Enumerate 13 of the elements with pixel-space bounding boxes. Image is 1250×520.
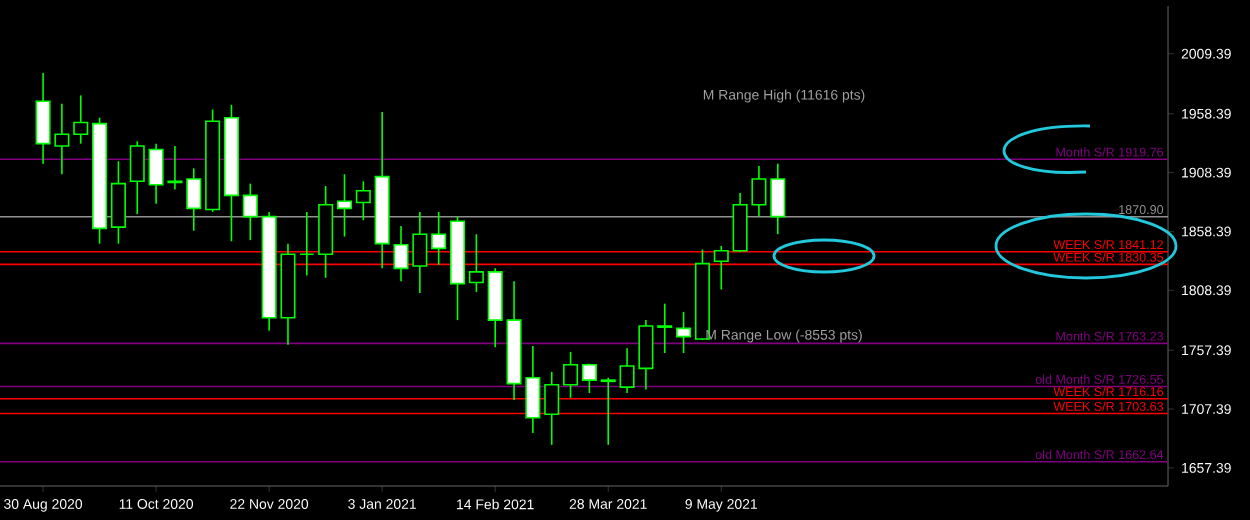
candlestick: [770, 162, 786, 236]
candlestick: [487, 267, 503, 348]
candlestick: [544, 371, 560, 446]
candlestick: [657, 302, 673, 354]
candlestick: [318, 185, 334, 279]
candlestick: [186, 167, 202, 232]
candlestick: [129, 140, 145, 216]
candlestick: [336, 173, 353, 238]
candlestick: [73, 94, 89, 145]
candlestick: [242, 182, 258, 241]
candlestick: [713, 245, 729, 291]
candlestick: [299, 211, 315, 277]
candlestick: [374, 111, 390, 270]
